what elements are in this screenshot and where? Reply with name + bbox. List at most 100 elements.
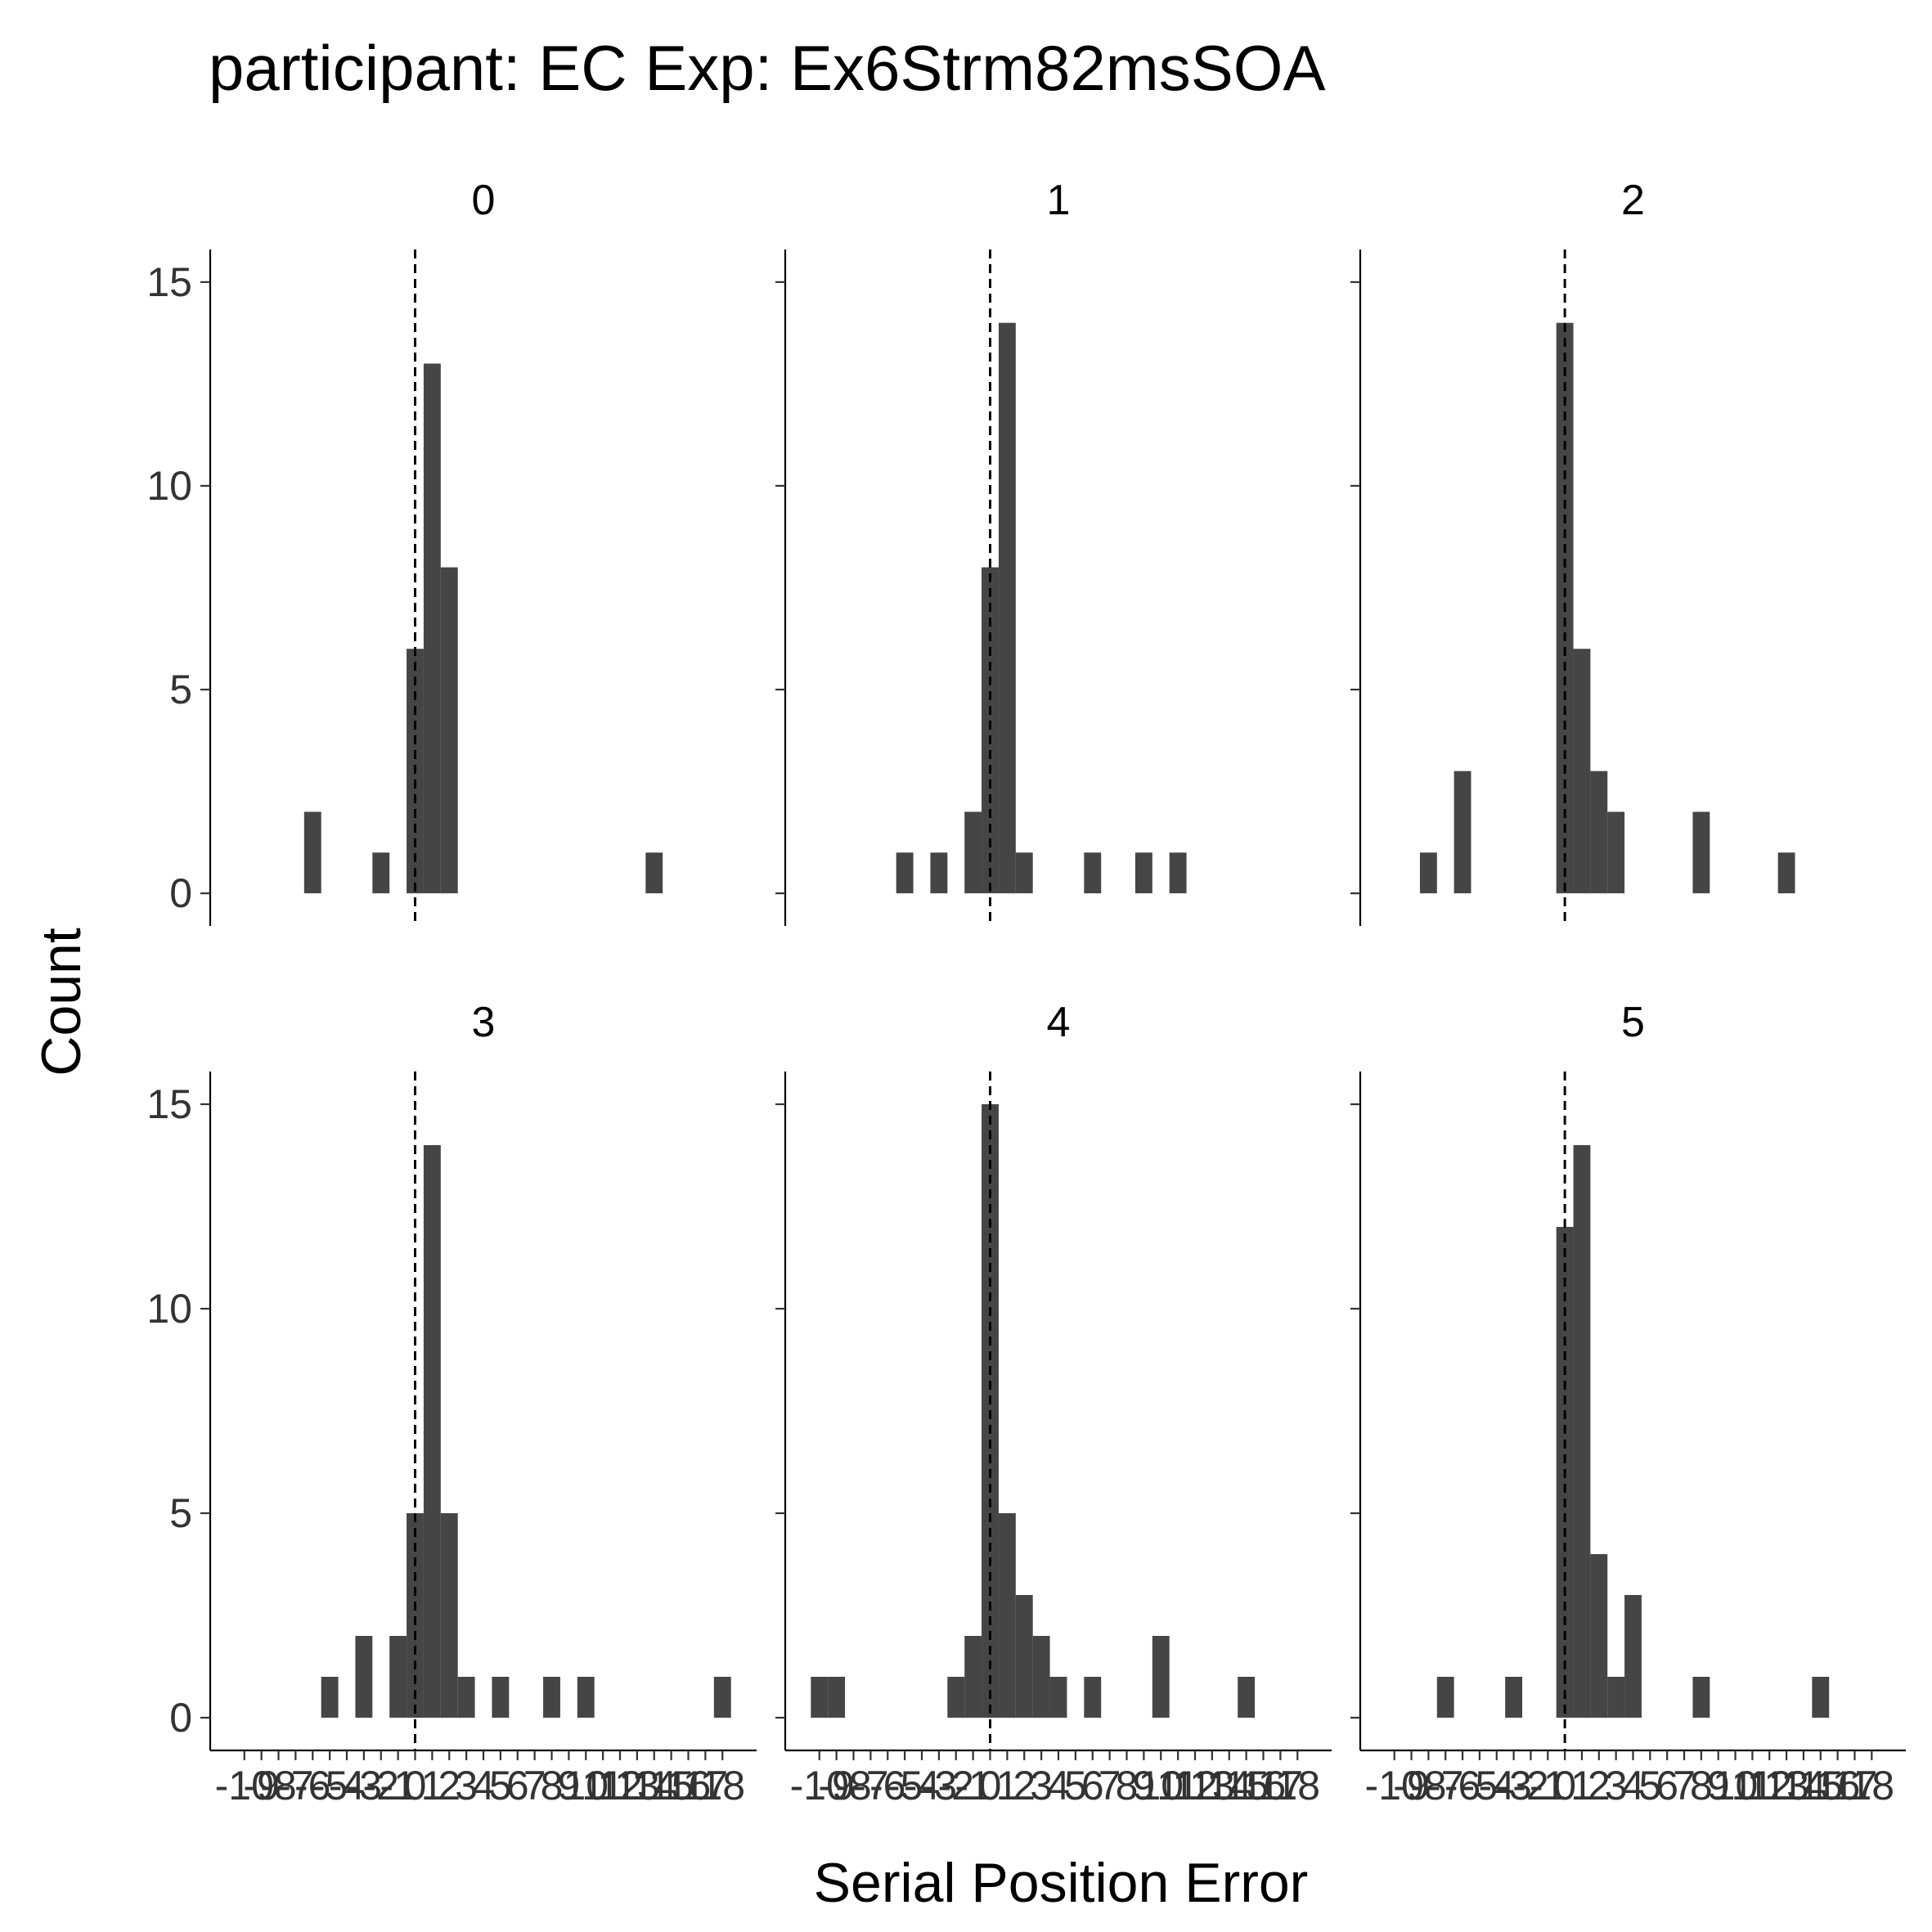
x-tick-label: 17 [683, 1763, 729, 1808]
x-tick-label: 1 [420, 1763, 443, 1808]
x-tick-label: 8 [1690, 1763, 1713, 1808]
x-tick-label: 5 [1064, 1763, 1087, 1808]
x-tick-label: 6 [506, 1763, 529, 1808]
x-tick-label: -8 [1410, 1763, 1446, 1808]
histogram-bar [828, 1677, 846, 1718]
y-tick-label: 0 [169, 1695, 192, 1741]
x-tick-label: -5 [887, 1763, 923, 1808]
histogram-bar [440, 567, 458, 894]
histogram-bar [1238, 1677, 1256, 1718]
chart-title: participant: EC Exp: Ex6Strm82msSOA [209, 32, 1326, 104]
histogram-bar [389, 1636, 407, 1718]
x-tick-label: 16 [1241, 1763, 1287, 1808]
x-tick-label: 10 [1713, 1763, 1759, 1808]
x-tick-label: -7 [1427, 1763, 1463, 1808]
x-tick-label: 17 [1258, 1763, 1304, 1808]
x-tick-label: 7 [523, 1763, 546, 1808]
x-tick-label: 2 [438, 1763, 461, 1808]
x-tick-label: 4 [472, 1763, 495, 1808]
x-tick-label: -2 [363, 1763, 399, 1808]
x-axis-label: Serial Position Error [814, 1852, 1309, 1914]
x-tick-label: -1 [955, 1763, 991, 1808]
x-tick-label: 3 [455, 1763, 478, 1808]
x-tick-label: 12 [597, 1763, 643, 1808]
histogram-bar [1169, 852, 1187, 894]
x-tick-label: 5 [1638, 1763, 1661, 1808]
x-tick-label: -9 [1393, 1763, 1429, 1808]
x-tick-label: 4 [1047, 1763, 1070, 1808]
x-tick-label: 1 [995, 1763, 1018, 1808]
histogram-bar [1812, 1677, 1830, 1718]
x-tick-label: 10 [563, 1763, 609, 1808]
x-tick-label: 15 [1798, 1763, 1844, 1808]
histogram-bar [372, 852, 390, 894]
x-tick-label: -5 [312, 1763, 348, 1808]
x-tick-label: 18 [1274, 1763, 1320, 1808]
facet-label: 0 [472, 177, 496, 224]
histogram-bar [1453, 771, 1471, 894]
histogram-bar [1032, 1636, 1050, 1718]
histogram-bar [1777, 852, 1795, 894]
x-tick-label: 3 [1605, 1763, 1628, 1808]
histogram-bar [1419, 852, 1437, 894]
y-tick-label: 10 [146, 1286, 192, 1332]
facet-label: 4 [1047, 999, 1071, 1046]
x-tick-label: 15 [1224, 1763, 1269, 1808]
x-tick-label: -2 [938, 1763, 974, 1808]
x-tick-label: 0 [404, 1763, 427, 1808]
histogram-bar [1049, 1677, 1067, 1718]
x-tick-label: 3 [1030, 1763, 1053, 1808]
x-tick-label: 9 [1132, 1763, 1155, 1808]
x-tick-label: 18 [1849, 1763, 1895, 1808]
x-tick-label: 15 [649, 1763, 694, 1808]
x-tick-label: 2 [1588, 1763, 1611, 1808]
x-tick-label: -6 [1445, 1763, 1480, 1808]
y-tick-label: 15 [146, 259, 192, 305]
histogram-bar [1505, 1677, 1523, 1718]
histogram-bar [321, 1677, 339, 1718]
x-tick-label: -6 [294, 1763, 330, 1808]
x-tick-label: -4 [904, 1763, 940, 1808]
x-tick-label: 14 [631, 1763, 677, 1808]
facet-panel-2: 2 [1350, 177, 1795, 926]
x-tick-label: -8 [835, 1763, 871, 1808]
x-tick-label: 7 [1099, 1763, 1121, 1808]
histogram-bar [896, 852, 914, 894]
x-tick-label: 8 [1116, 1763, 1139, 1808]
x-tick-label: 10 [1138, 1763, 1184, 1808]
facet-label: 2 [1621, 177, 1645, 224]
x-tick-label: 0 [979, 1763, 1002, 1808]
x-tick-label: -9 [243, 1763, 279, 1808]
x-tick-label: -10 [215, 1763, 274, 1808]
histogram-bar [1436, 1677, 1454, 1718]
y-tick-label: 5 [169, 667, 192, 712]
x-tick-label: 14 [1206, 1763, 1252, 1808]
y-tick-label: 15 [146, 1081, 192, 1127]
histogram-bar [982, 567, 999, 894]
x-tick-label: -5 [1462, 1763, 1498, 1808]
x-tick-label: -4 [1479, 1763, 1515, 1808]
x-tick-label: 9 [1707, 1763, 1730, 1808]
histogram-bar [964, 1636, 982, 1718]
histogram-bar [998, 1513, 1016, 1718]
x-tick-label: 9 [557, 1763, 580, 1808]
y-axis-label: Count [30, 928, 92, 1076]
histogram-bar [1015, 852, 1033, 894]
histogram-bar [423, 363, 441, 894]
facet-panel-0: 0 0 5 10 15 [146, 177, 663, 926]
y-tick-label: 0 [169, 870, 192, 916]
x-tick-label: 16 [1815, 1763, 1861, 1808]
x-tick-label: 11 [1731, 1763, 1773, 1808]
x-tick-label: 13 [1764, 1763, 1809, 1808]
facet-label: 5 [1621, 999, 1645, 1046]
y-tick-label: 10 [146, 463, 192, 509]
histogram-bar [1590, 1554, 1608, 1718]
x-tick-label: 6 [1081, 1763, 1104, 1808]
histogram-bar [1607, 1677, 1625, 1718]
x-tick-label: -4 [329, 1763, 365, 1808]
x-tick-label: 16 [666, 1763, 712, 1808]
histogram-bar [930, 852, 948, 894]
x-tick-label: -1 [1530, 1763, 1566, 1808]
